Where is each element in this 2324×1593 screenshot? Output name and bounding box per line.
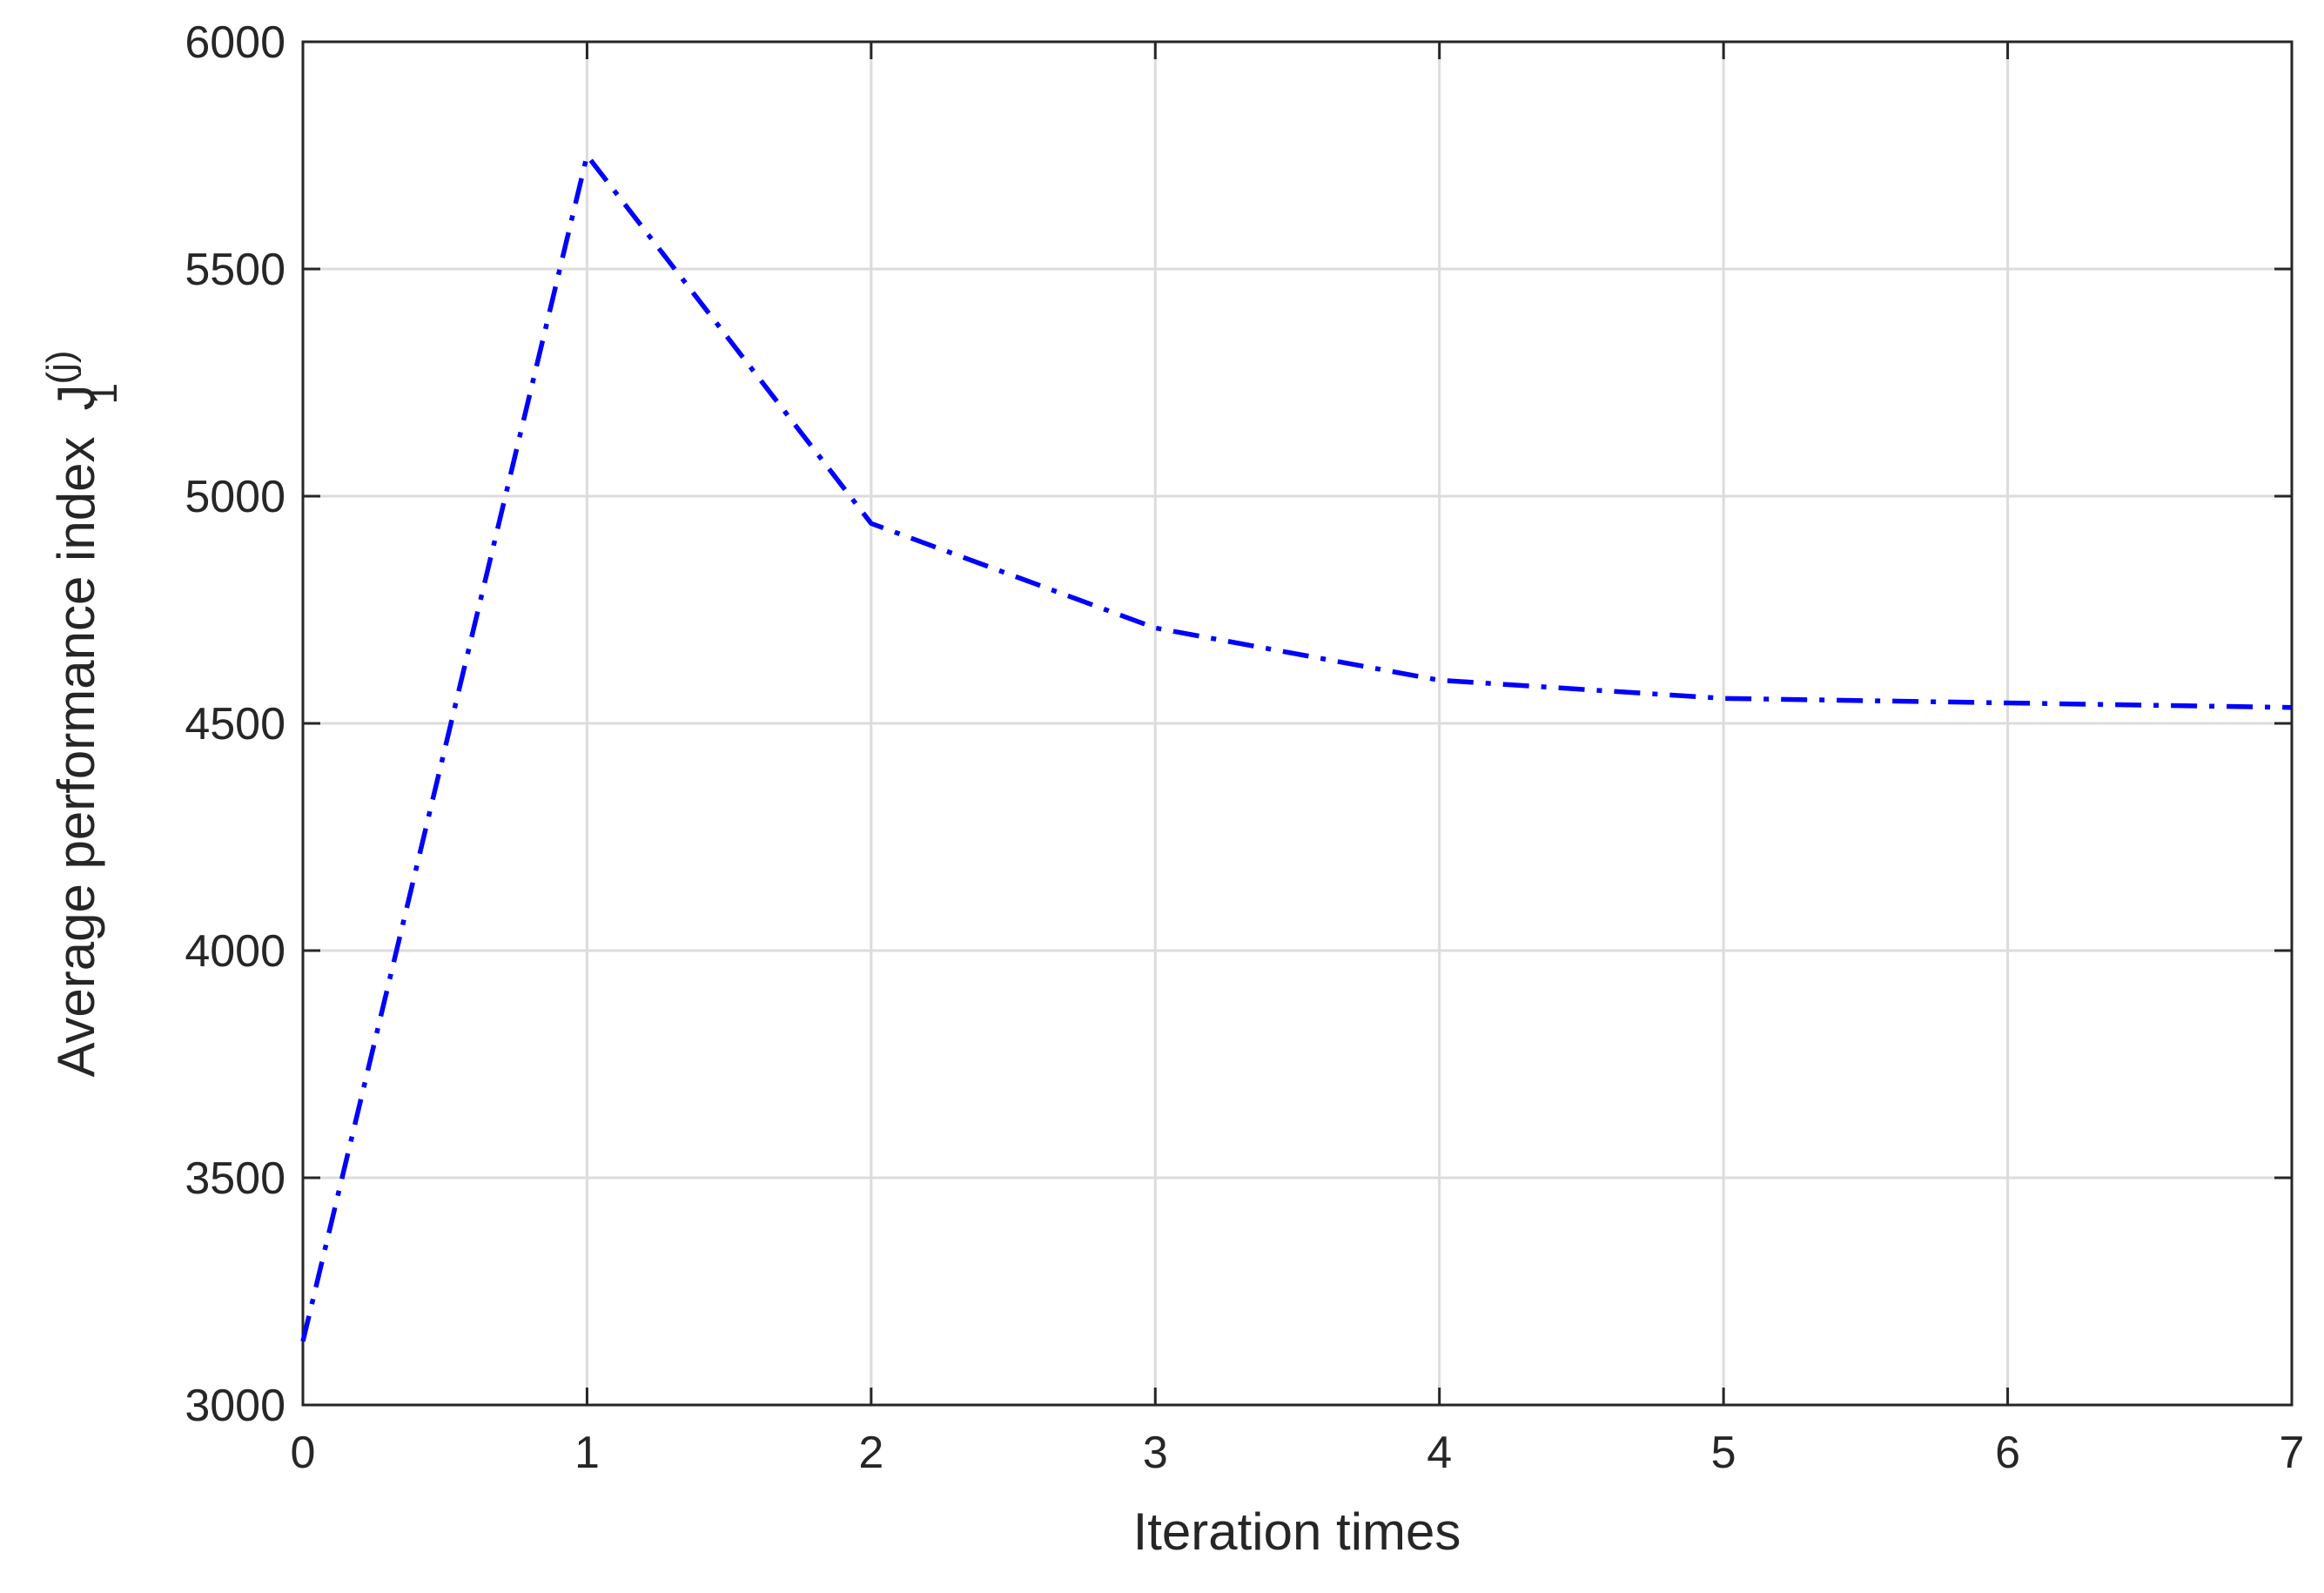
x-tick-label: 4 [1427, 1428, 1452, 1478]
y-tick-label: 5500 [185, 245, 285, 295]
axes-box [301, 40, 2294, 1407]
y-axis-label-text: Average performance index [47, 437, 105, 1078]
x-tick-label: 0 [291, 1428, 316, 1478]
y-tick-label: 3500 [185, 1153, 285, 1204]
x-axis-label: Iteration times [1133, 1502, 1461, 1561]
x-tick-label: 7 [2280, 1428, 2305, 1478]
data-line [300, 152, 2293, 1342]
y-tick-label: 5000 [185, 472, 285, 522]
y-axis-superscript: (j) [39, 350, 82, 384]
y-tick-label: 4500 [185, 699, 285, 749]
y-tick-label: 4000 [185, 926, 285, 977]
x-tick-label: 5 [1711, 1428, 1736, 1478]
x-tick-label: 1 [574, 1428, 600, 1478]
x-tick-label: 6 [1995, 1428, 2020, 1478]
y-axis-label: Average performance index J(j)1 [39, 350, 125, 1077]
x-tick-label: 2 [858, 1428, 883, 1478]
y-axis-symbol: J [47, 385, 105, 411]
y-tick-label: 6000 [185, 17, 285, 68]
x-tick-label: 3 [1143, 1428, 1168, 1478]
y-tick-label: 3000 [185, 1381, 285, 1431]
y-axis-subscript: 1 [83, 383, 125, 404]
